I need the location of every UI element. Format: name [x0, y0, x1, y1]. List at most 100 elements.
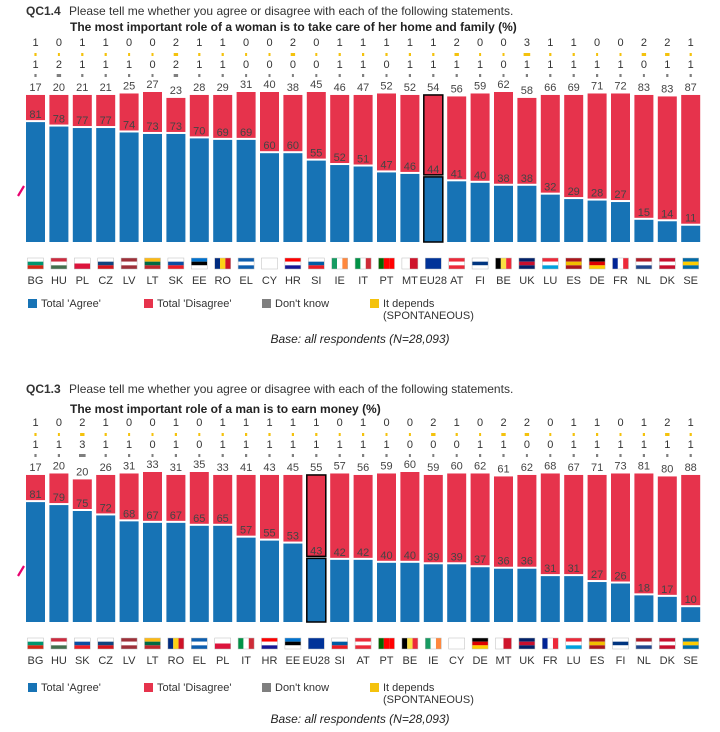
- country-label: LT: [146, 655, 158, 667]
- dontknow-bar: [198, 454, 201, 457]
- flag-icon: [27, 257, 44, 270]
- dontknow-value: 1: [196, 59, 202, 71]
- depends-bar: [34, 433, 37, 436]
- dontknow-value: 0: [313, 59, 319, 71]
- depends-value: 0: [266, 37, 272, 49]
- flag-icon: [612, 257, 629, 270]
- depends-value: 0: [617, 417, 623, 429]
- depends-bar: [128, 433, 131, 436]
- depends-bar: [290, 53, 296, 56]
- agree-bar: [330, 165, 350, 242]
- country-label: CZ: [98, 275, 113, 287]
- statement-text: The most important role of a woman is to…: [70, 20, 495, 34]
- depends-value: 0: [56, 37, 62, 49]
- depends-value: 1: [688, 417, 694, 429]
- panel-man-role: QC1.3 Please tell me whether you agree o…: [0, 366, 720, 732]
- legend-dontknow-label: Don't know: [275, 682, 330, 694]
- legend-disagree-label: Total 'Disagree': [157, 298, 232, 310]
- depends-value: 1: [196, 37, 202, 49]
- dontknow-bar: [151, 454, 154, 457]
- flag-icon: [659, 637, 676, 650]
- flag-icon: [659, 257, 676, 270]
- dontknow-value: 0: [196, 439, 202, 451]
- dontknow-bar: [245, 74, 248, 77]
- depends-value: 1: [594, 417, 600, 429]
- depends-value: 1: [32, 417, 38, 429]
- flag-icon: [167, 257, 185, 270]
- agree-bar: [657, 596, 677, 622]
- dontknow-bar: [619, 74, 622, 77]
- legend-depends-sub: (SPONTANEOUS): [383, 694, 474, 706]
- agree-bar: [72, 511, 92, 622]
- depends-bar: [57, 433, 60, 436]
- country-label: HR: [285, 275, 301, 287]
- dontknow-value: 1: [664, 439, 670, 451]
- depends-bar: [57, 53, 60, 56]
- flag-icon: [682, 257, 699, 270]
- agree-value: 32: [544, 182, 556, 194]
- agree-value: 70: [193, 125, 205, 137]
- dontknow-bar: [642, 454, 645, 457]
- base-note: Base: all respondents (N=28,093): [270, 712, 450, 726]
- agree-bar: [447, 181, 467, 242]
- dontknow-bar: [385, 454, 388, 457]
- agree-bar: [587, 200, 607, 242]
- agree-bar: [236, 537, 256, 622]
- country-label: RO: [214, 275, 231, 287]
- disagree-value: 45: [287, 462, 299, 474]
- country-label: LV: [123, 275, 136, 287]
- agree-bar: [49, 126, 69, 242]
- depends-bar: [479, 433, 482, 436]
- country-label: BG: [28, 275, 44, 287]
- country-label: SK: [75, 655, 90, 667]
- question-code: QC1.4: [26, 4, 61, 18]
- agree-value: 40: [380, 550, 392, 562]
- disagree-value: 33: [217, 462, 229, 474]
- agree-value: 43: [310, 545, 322, 557]
- agree-bar: [143, 133, 162, 242]
- agree-bar: [49, 505, 69, 622]
- depends-value: 1: [220, 37, 226, 49]
- dontknow-bar: [596, 454, 599, 457]
- agree-value: 55: [263, 528, 275, 540]
- disagree-value: 31: [170, 462, 182, 474]
- flag-icon: [120, 257, 138, 270]
- disagree-bar: [587, 474, 607, 581]
- flag-icon: [565, 257, 582, 270]
- legend-dontknow: Don't know: [262, 682, 329, 694]
- agree-value: 38: [521, 173, 533, 185]
- flag-icon: [354, 257, 372, 270]
- agree-value: 68: [123, 508, 135, 520]
- country-label: FR: [613, 275, 628, 287]
- agree-value: 69: [217, 127, 229, 139]
- disagree-bar: [72, 94, 92, 127]
- dontknow-bar: [151, 74, 154, 77]
- flag-icon: [214, 637, 231, 650]
- legend-disagree: Total 'Disagree': [144, 682, 232, 694]
- dontknow-value: 1: [360, 59, 366, 71]
- depends-bar: [385, 433, 388, 436]
- disagree-bar: [260, 474, 279, 539]
- agree-value: 65: [193, 513, 205, 525]
- depends-bar: [524, 433, 530, 436]
- dontknow-bar: [455, 74, 458, 77]
- flag-icon: [635, 257, 653, 270]
- dontknow-bar: [619, 454, 622, 457]
- agree-value: 29: [568, 186, 580, 198]
- flag-icon: [425, 637, 442, 650]
- disagree-value: 59: [474, 80, 486, 92]
- depends-value: 2: [290, 37, 296, 49]
- agree-bar: [213, 139, 233, 242]
- legend-depends: It depends (SPONTANEOUS): [370, 682, 474, 706]
- depends-bar: [291, 433, 294, 436]
- dontknow-value: 0: [266, 59, 272, 71]
- disagree-value: 59: [380, 460, 392, 472]
- dontknow-value: 0: [383, 59, 389, 71]
- flag-icon: [144, 637, 161, 650]
- agree-bar: [681, 607, 701, 622]
- dontknow-value: 1: [688, 59, 694, 71]
- country-label: HU: [51, 275, 67, 287]
- agree-bar: [470, 567, 490, 622]
- disagree-bar: [49, 473, 69, 504]
- dontknow-bar: [291, 74, 294, 77]
